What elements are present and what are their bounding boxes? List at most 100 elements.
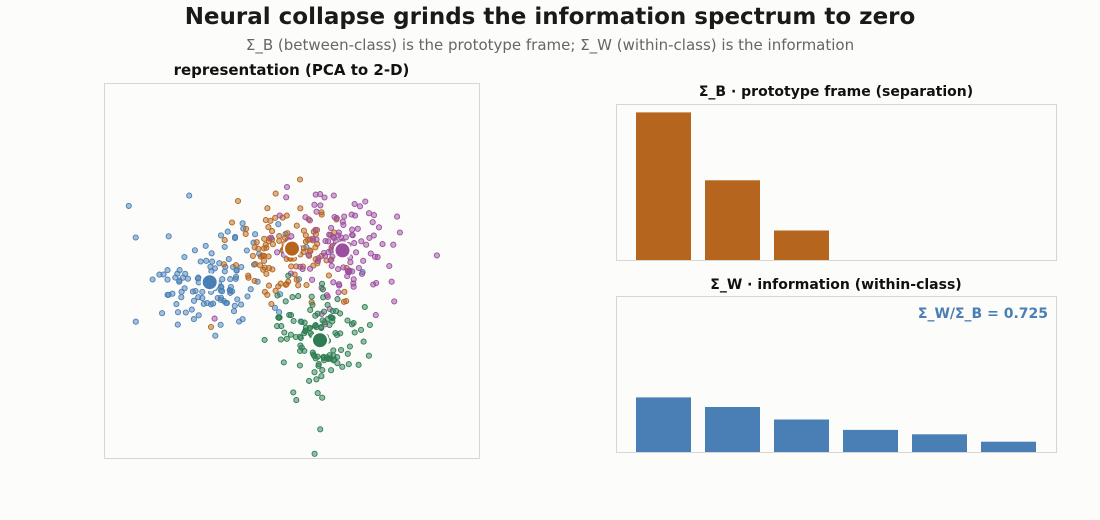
scatter-point-class-4 [261, 336, 268, 343]
scatter-point-class-4 [339, 363, 346, 370]
scatter-point-class-1 [232, 273, 240, 280]
scatter-point-class-4 [313, 376, 320, 383]
scatter-point-class-4 [290, 389, 297, 396]
scatter-point-class-1 [207, 301, 215, 308]
scatter-point-class-4 [321, 319, 328, 326]
scatter-point-class-3 [328, 224, 335, 231]
scatter-point-class-1 [234, 296, 241, 303]
scatter-point-class-4 [277, 336, 284, 343]
scatter-point-class-3 [386, 262, 393, 270]
scatter-point-class-3 [367, 250, 374, 257]
scatter-point-class-4 [282, 298, 289, 305]
scatter-point-class-4 [332, 329, 339, 337]
scatter-point-class-3 [371, 253, 379, 260]
scatter-point-class-2 [251, 244, 258, 251]
scatter-point-class-3 [268, 234, 275, 241]
scatter-point-class-3 [313, 236, 320, 243]
scatter-point-class-4 [314, 390, 321, 397]
scatter-point-class-3 [349, 232, 356, 239]
scatter-point-class-3 [390, 241, 397, 248]
scatter-point-class-2 [243, 225, 250, 232]
scatter-point-class-2 [341, 288, 348, 295]
scatter-point-class-4 [298, 344, 305, 351]
scatter-point-class-1 [190, 316, 197, 323]
scatter-point-class-4 [344, 350, 351, 357]
scatter-point-class-1 [199, 288, 206, 295]
scatter-point-class-3 [330, 192, 337, 199]
scatter-point-class-1 [247, 286, 254, 293]
scatter-point-class-2 [262, 241, 269, 248]
scatter-point-class-3 [311, 201, 318, 208]
scatter-point-class-2 [296, 176, 304, 183]
scatter-point-class-3 [329, 253, 336, 260]
scatter-point-class-1 [197, 258, 204, 265]
scatter-point-class-3 [353, 249, 360, 256]
scatter-point-class-3 [322, 252, 329, 259]
scatter-point-class-4 [285, 272, 292, 279]
scatter-point-class-1 [226, 287, 233, 294]
scatter-point-class-4 [326, 321, 333, 329]
scatter-point-class-3 [335, 229, 342, 236]
scatter-point-class-4 [307, 306, 314, 314]
scatter-point-class-1 [178, 294, 185, 301]
scatter-point-class-3 [305, 251, 312, 258]
scatter-point-class-3 [276, 212, 283, 219]
scatter-point-class-3 [321, 194, 328, 201]
scatter-point-class-2 [293, 276, 300, 283]
scatter-point-class-2 [232, 262, 240, 269]
scatter-point-class-4 [319, 367, 326, 374]
scatter-point-class-1 [186, 192, 193, 199]
scatter-point-class-3 [347, 259, 354, 266]
scatter-point-class-3 [363, 241, 370, 248]
scatter-point-class-2 [265, 253, 272, 260]
scatter-point-class-1 [203, 257, 210, 264]
scatter-point-class-1 [149, 276, 156, 283]
scatter-point-class-1 [191, 247, 198, 254]
scatter-point-class-4 [320, 294, 327, 301]
scatter-point-class-3 [309, 276, 316, 283]
scatter-point-class-3 [329, 233, 336, 240]
scatter-point-class-1 [174, 309, 182, 316]
scatter-point-class-3 [313, 208, 320, 215]
within-class-bar-chart: Σ_W/Σ_B = 0.725 [616, 296, 1057, 453]
scatter-point-class-4 [301, 319, 308, 326]
class-centroid-4 [311, 331, 329, 350]
scatter-point-class-4 [333, 308, 340, 315]
scatter-point-class-3 [375, 224, 383, 231]
ratio-annotation: Σ_W/Σ_B = 0.725 [917, 306, 1048, 322]
scatter-point-class-1 [208, 268, 215, 275]
scatter-point-class-4 [287, 331, 294, 338]
scatter-point-class-4 [328, 367, 335, 374]
scatter-point-class-1 [125, 202, 132, 209]
scatter-point-class-1 [217, 232, 225, 239]
scatter-point-class-2 [288, 263, 295, 270]
scatter-point-class-2 [272, 190, 279, 197]
scatter-point-class-4 [351, 329, 358, 336]
between-class-bar-1 [636, 112, 691, 260]
scatter-point-class-3 [433, 252, 440, 259]
scatter-point-class-1 [181, 253, 188, 261]
scatter-point-class-1 [252, 231, 259, 238]
scatter-point-class-3 [335, 289, 342, 296]
scatter-point-class-2 [269, 266, 276, 273]
scatter-point-class-4 [315, 361, 322, 368]
scatter-point-class-2 [261, 257, 268, 264]
scatter-point-class-1 [159, 310, 166, 317]
scatter-point-class-1 [184, 275, 191, 282]
between-class-panel-title: Σ_B · prototype frame (separation) [698, 84, 974, 100]
scatter-point-class-1 [132, 234, 139, 241]
scatter-point-class-1 [275, 221, 282, 228]
scatter-point-class-3 [325, 238, 332, 245]
between-class-svg [636, 112, 829, 260]
scatter-point-class-2 [303, 281, 310, 289]
scatter-point-class-2 [325, 272, 332, 279]
scatter-point-class-3 [358, 270, 366, 277]
scatter-point-class-3 [344, 268, 351, 275]
scatter-point-class-4 [312, 312, 319, 319]
scatter-point-class-4 [361, 303, 368, 311]
scatter-point-class-3 [340, 264, 347, 271]
scatter-point-class-2 [245, 272, 252, 279]
scatter-point-class-2 [268, 300, 275, 308]
scatter-point-class-4 [295, 293, 302, 300]
scatter-point-class-4 [365, 352, 372, 359]
